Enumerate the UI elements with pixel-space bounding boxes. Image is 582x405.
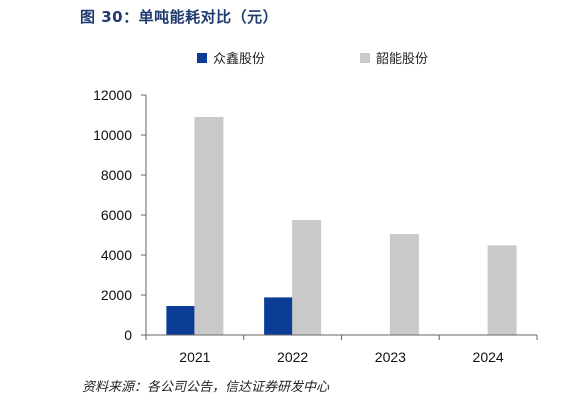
bar-series-2-2024 (487, 245, 517, 335)
figure-title: 图 30：单吨能耗对比（元） (80, 8, 279, 26)
y-tick-label-5: 10000 (93, 127, 132, 143)
y-tick-label-1: 2000 (101, 287, 132, 303)
bar-series-2-2022 (292, 220, 322, 335)
x-tick-label-2022: 2022 (277, 349, 308, 365)
legend-label-series-1: 众鑫股份 (213, 52, 266, 67)
y-tick-label-4: 8000 (101, 167, 132, 183)
legend-item-series-2: 韶能股份 (360, 48, 428, 67)
x-tick-label-2021: 2021 (179, 349, 210, 365)
y-tick-label-2: 4000 (101, 247, 132, 263)
x-tick-label-2023: 2023 (375, 349, 406, 365)
legend: 众鑫股份 韶能股份 (0, 48, 582, 68)
x-tick-label-2024: 2024 (473, 349, 504, 365)
y-tick-label-0: 0 (124, 327, 132, 343)
legend-label-series-2: 韶能股份 (376, 52, 429, 67)
bar-series-1-2022 (264, 297, 294, 335)
y-tick-label-3: 6000 (101, 207, 132, 223)
bar-series-2-2021 (194, 117, 224, 335)
y-tick-label-6: 12000 (93, 87, 132, 103)
legend-item-series-1: 众鑫股份 (197, 48, 265, 67)
legend-swatch-series-1 (197, 52, 207, 63)
legend-swatch-series-2 (360, 52, 370, 63)
source-note: 资料来源：各公司公告，信达证券研发中心 (82, 380, 330, 395)
bar-series-1-2021 (166, 306, 196, 335)
bar-series-2-2023 (389, 234, 419, 335)
